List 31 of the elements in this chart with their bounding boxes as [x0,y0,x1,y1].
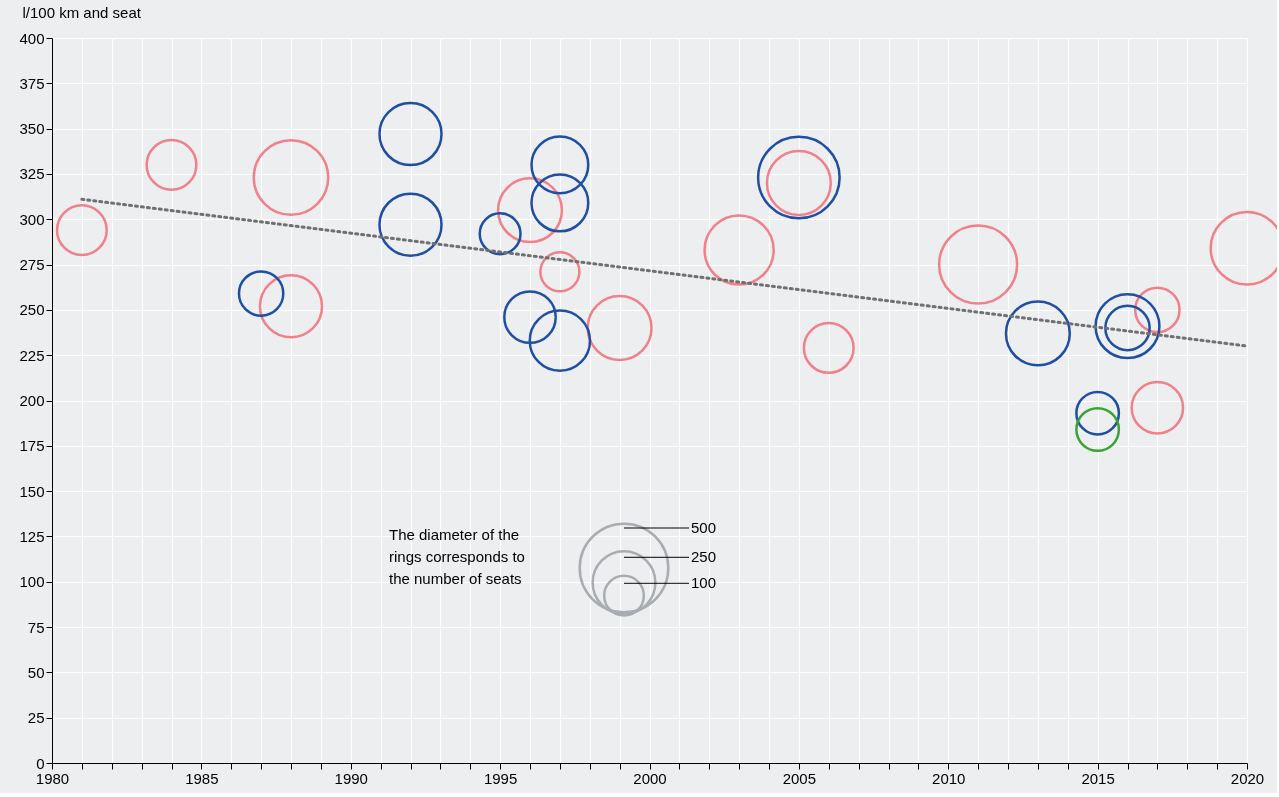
y-tick-label: 375 [19,74,45,92]
x-tick-label: 2005 [782,769,817,787]
x-tick-label: 2015 [1081,769,1115,787]
y-tick-label: 175 [19,437,45,455]
annotation: The diameter of the rings corresponds to the number of seats [389,526,525,587]
y-tick-label: 25 [27,709,45,727]
legend-label: 100 [691,574,717,592]
y-tick-label: 100 [19,573,45,591]
y-tick-label: 325 [19,165,45,183]
y-axis-title: l/100 km and seat [22,3,142,21]
y-tick-label: 350 [19,120,45,138]
y-tick-label: 250 [19,301,45,319]
y-tick-label: 0 [36,754,45,772]
y-tick-label: 150 [19,482,45,500]
y-tick-label: 300 [19,210,45,228]
y-tick-label: 200 [19,392,45,409]
x-tick-label: 1985 [185,769,219,787]
legend-label: 250 [691,548,717,566]
x-tick-label: 1980 [35,769,70,787]
legend-label: 500 [691,519,717,536]
y-tick-label: 400 [19,29,45,47]
x-tick-label: 1995 [483,769,518,787]
x-tick-label: 1990 [334,769,368,787]
y-tick-label: 275 [19,256,45,274]
y-tick-label: 75 [27,618,45,636]
x-tick-label: 2010 [932,769,966,787]
x-tick-label: 2000 [633,769,667,787]
y-tick-label: 225 [19,346,45,364]
x-tick-label: 2020 [1230,769,1265,787]
y-tick-label: 50 [27,663,45,681]
y-tick-label: 125 [19,527,45,545]
